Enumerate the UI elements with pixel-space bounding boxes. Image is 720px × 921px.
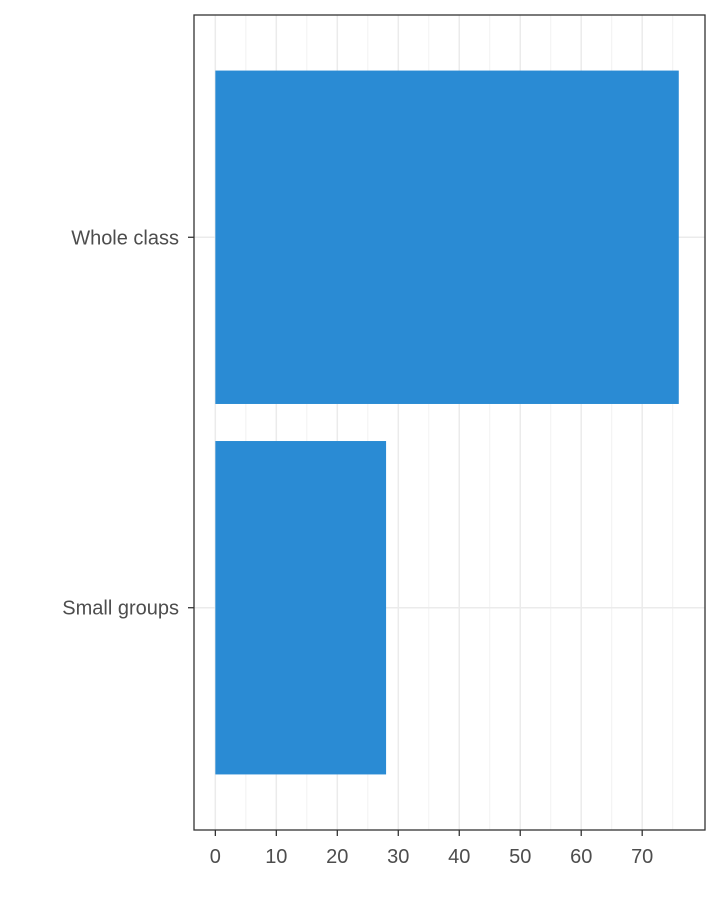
- plot-border: [193, 14, 706, 831]
- x-tick-label: 30: [387, 846, 409, 868]
- x-tick-label: 0: [210, 846, 221, 868]
- x-tick-label: 10: [265, 846, 287, 868]
- x-tick-label: 50: [509, 846, 531, 868]
- y-tick-label: Whole class: [71, 227, 179, 249]
- y-tick-label: Small groups: [62, 598, 179, 620]
- x-tick-label: 60: [570, 846, 592, 868]
- x-axis: 0 10 20 30 40 50 60 70: [210, 830, 653, 868]
- x-tick-label: 40: [448, 846, 470, 868]
- x-tick-label: 70: [631, 846, 653, 868]
- x-tick-label: 20: [326, 846, 348, 868]
- bar-whole-class: [215, 70, 679, 404]
- bars: [215, 70, 679, 775]
- y-axis: Whole class Small groups: [62, 227, 194, 620]
- bar-small-groups: [215, 441, 387, 775]
